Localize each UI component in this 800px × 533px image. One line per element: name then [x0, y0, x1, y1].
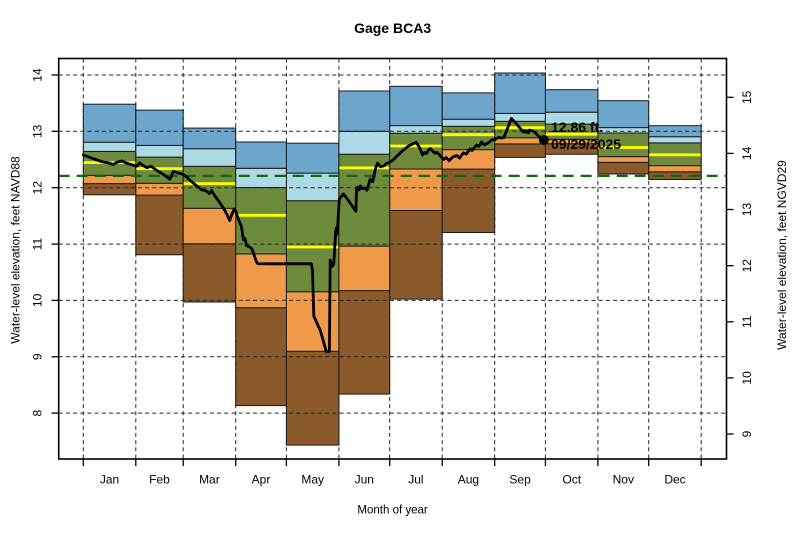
svg-text:Water-level elevation, feet NA: Water-level elevation, feet NAVD88 [9, 156, 23, 344]
svg-text:9: 9 [31, 353, 45, 360]
svg-text:Oct: Oct [562, 473, 581, 487]
svg-text:11: 11 [31, 238, 45, 251]
svg-text:Feb: Feb [149, 473, 170, 487]
svg-text:Dec: Dec [664, 473, 685, 487]
svg-text:Water-level elevation, feet NG: Water-level elevation, feet NGVD29 [775, 160, 789, 350]
svg-text:13: 13 [740, 203, 754, 217]
svg-text:11: 11 [740, 315, 754, 328]
svg-text:14: 14 [31, 68, 45, 82]
svg-text:Gage BCA3: Gage BCA3 [354, 20, 431, 36]
svg-text:12: 12 [740, 259, 754, 273]
svg-text:13: 13 [31, 124, 45, 138]
svg-text:10: 10 [740, 371, 754, 385]
svg-text:12.86 ft.: 12.86 ft. [551, 119, 603, 135]
svg-text:15: 15 [740, 90, 754, 104]
svg-text:Aug: Aug [458, 473, 479, 487]
svg-text:Mar: Mar [199, 473, 220, 487]
svg-text:12: 12 [31, 181, 45, 195]
svg-text:14: 14 [740, 146, 754, 160]
svg-text:Apr: Apr [252, 473, 271, 487]
svg-text:8: 8 [31, 409, 45, 416]
svg-text:Sep: Sep [509, 473, 531, 487]
svg-text:Jul: Jul [408, 473, 423, 487]
svg-text:Jan: Jan [100, 473, 119, 487]
svg-text:Jun: Jun [355, 473, 374, 487]
svg-text:10: 10 [31, 293, 45, 307]
svg-text:Month of year: Month of year [357, 504, 427, 516]
svg-text:May: May [301, 473, 324, 487]
svg-text:Nov: Nov [613, 473, 634, 487]
svg-text:9: 9 [740, 430, 754, 437]
svg-text:09/29/2025: 09/29/2025 [551, 136, 621, 152]
